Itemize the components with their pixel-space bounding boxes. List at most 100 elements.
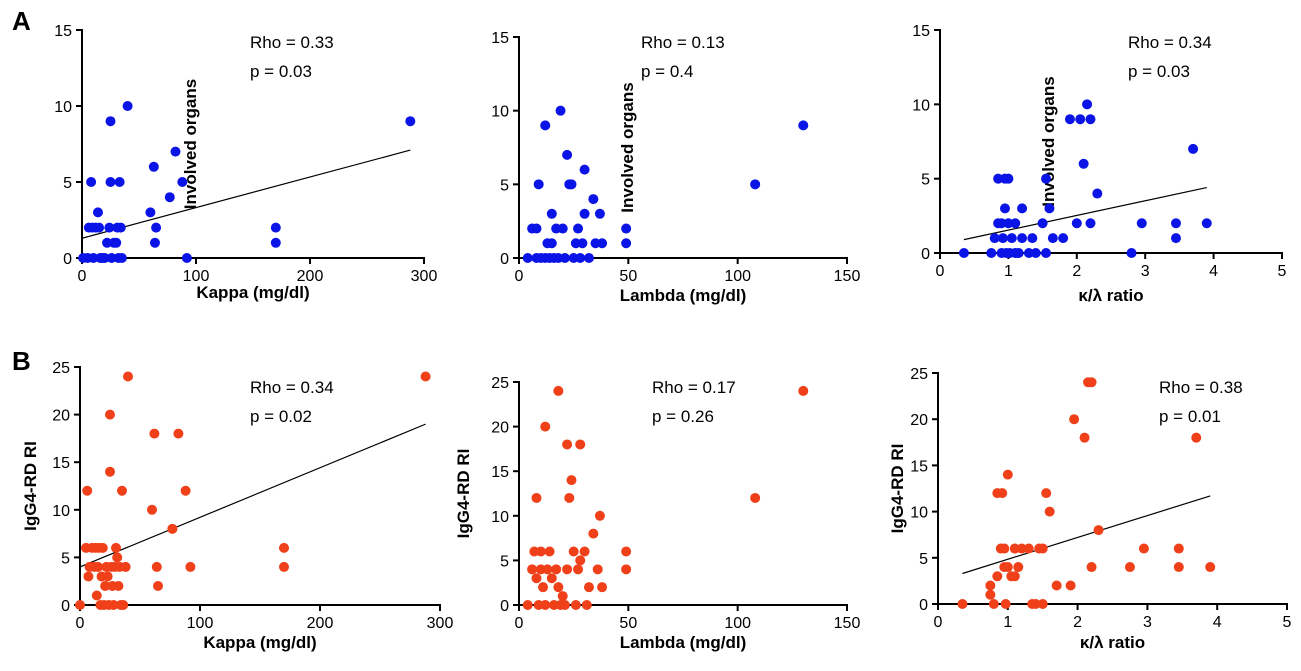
y-tick-label: 0 — [61, 598, 70, 615]
x-tick-label: 0 — [76, 615, 85, 632]
data-point — [279, 542, 289, 553]
data-point — [989, 233, 1000, 244]
data-point — [1023, 248, 1034, 258]
data-point — [1092, 188, 1103, 199]
data-point — [592, 564, 603, 575]
data-point — [117, 485, 127, 496]
data-point — [597, 582, 608, 593]
data-point — [527, 564, 538, 575]
data-point — [559, 600, 570, 610]
data-point — [588, 528, 599, 539]
data-point — [153, 580, 163, 591]
data-point — [93, 561, 103, 572]
data-point — [579, 546, 590, 557]
y-tick-label: 10 — [52, 503, 70, 520]
data-point — [1023, 543, 1034, 554]
data-point — [118, 600, 129, 610]
y-tick-label: 15 — [491, 30, 509, 47]
data-point — [1085, 218, 1096, 229]
y-tick-label: 5 — [919, 551, 928, 568]
data-point — [559, 253, 570, 263]
data-point — [147, 504, 157, 515]
data-point — [173, 428, 184, 439]
x-tick-label: 150 — [834, 268, 861, 285]
data-point — [112, 552, 123, 563]
panel-label-a: A — [12, 6, 31, 36]
y-tick-label: 0 — [500, 598, 509, 615]
x-axis-title: Kappa (mg/dl) — [203, 633, 316, 652]
data-point — [562, 149, 573, 160]
data-point — [1079, 432, 1090, 443]
data-point — [546, 573, 557, 584]
data-point — [997, 488, 1008, 499]
data-point — [83, 571, 94, 582]
data-point — [1085, 114, 1096, 125]
data-point — [111, 237, 122, 248]
data-point — [1170, 218, 1181, 229]
data-point — [575, 439, 586, 450]
data-point — [105, 466, 115, 477]
data-point — [553, 385, 564, 396]
data-point — [1013, 562, 1024, 573]
data-point — [1047, 233, 1058, 244]
y-tick-label: 5 — [63, 175, 72, 192]
data-point — [149, 428, 160, 439]
data-point — [170, 146, 181, 157]
data-point — [149, 237, 160, 248]
data-point — [577, 238, 588, 249]
y-tick-label: 0 — [63, 251, 72, 268]
y-tick-label: 25 — [910, 366, 928, 383]
data-point — [553, 582, 564, 593]
data-point — [594, 208, 605, 219]
data-point — [148, 161, 159, 172]
data-point — [1136, 218, 1147, 229]
y-axis-title: IgG4-RD RI — [21, 441, 40, 531]
data-point — [1037, 218, 1048, 229]
data-point — [102, 237, 113, 248]
data-point — [566, 179, 577, 190]
rho-annotation: Rho = 0.13 — [641, 33, 725, 52]
y-tick-label: 10 — [910, 505, 928, 522]
data-point — [985, 589, 996, 600]
data-point — [100, 580, 111, 591]
data-point — [1041, 248, 1052, 258]
data-point — [1071, 218, 1082, 229]
data-point — [113, 580, 124, 591]
y-tick-label: 5 — [61, 550, 70, 567]
data-point — [1010, 218, 1021, 229]
data-point — [551, 564, 562, 575]
x-tick-label: 300 — [427, 615, 454, 632]
data-point — [1069, 414, 1080, 425]
data-point — [546, 238, 557, 249]
data-point — [181, 253, 192, 263]
y-tick-label: 15 — [491, 464, 509, 481]
data-point — [1191, 432, 1202, 443]
x-axis-title: Kappa (mg/dl) — [196, 283, 309, 302]
data-point — [1051, 580, 1062, 591]
data-point — [88, 253, 99, 263]
data-point — [999, 203, 1010, 214]
data-point — [1064, 114, 1075, 125]
data-point — [999, 543, 1010, 554]
data-point — [986, 248, 997, 258]
data-point — [540, 600, 551, 610]
data-point — [270, 237, 281, 248]
data-point — [1030, 248, 1041, 258]
data-point — [1201, 218, 1212, 229]
data-point — [531, 223, 542, 234]
data-point — [97, 542, 108, 553]
x-tick-label: 50 — [619, 268, 637, 285]
y-tick-label: 15 — [912, 23, 930, 40]
x-tick-label: 0 — [78, 268, 87, 285]
data-point — [105, 116, 116, 127]
data-point — [531, 573, 542, 584]
chart-panel-2: 0 50 100 150 0 5 10 15 Lambda (mg/dl) Involved or… — [491, 30, 860, 305]
data-point — [1009, 543, 1020, 554]
data-point — [1030, 599, 1041, 609]
data-point — [575, 253, 586, 263]
y-tick-label: 20 — [52, 408, 70, 425]
data-point — [151, 222, 162, 233]
data-point — [1173, 543, 1184, 554]
data-point — [145, 207, 156, 218]
data-point — [583, 253, 594, 263]
